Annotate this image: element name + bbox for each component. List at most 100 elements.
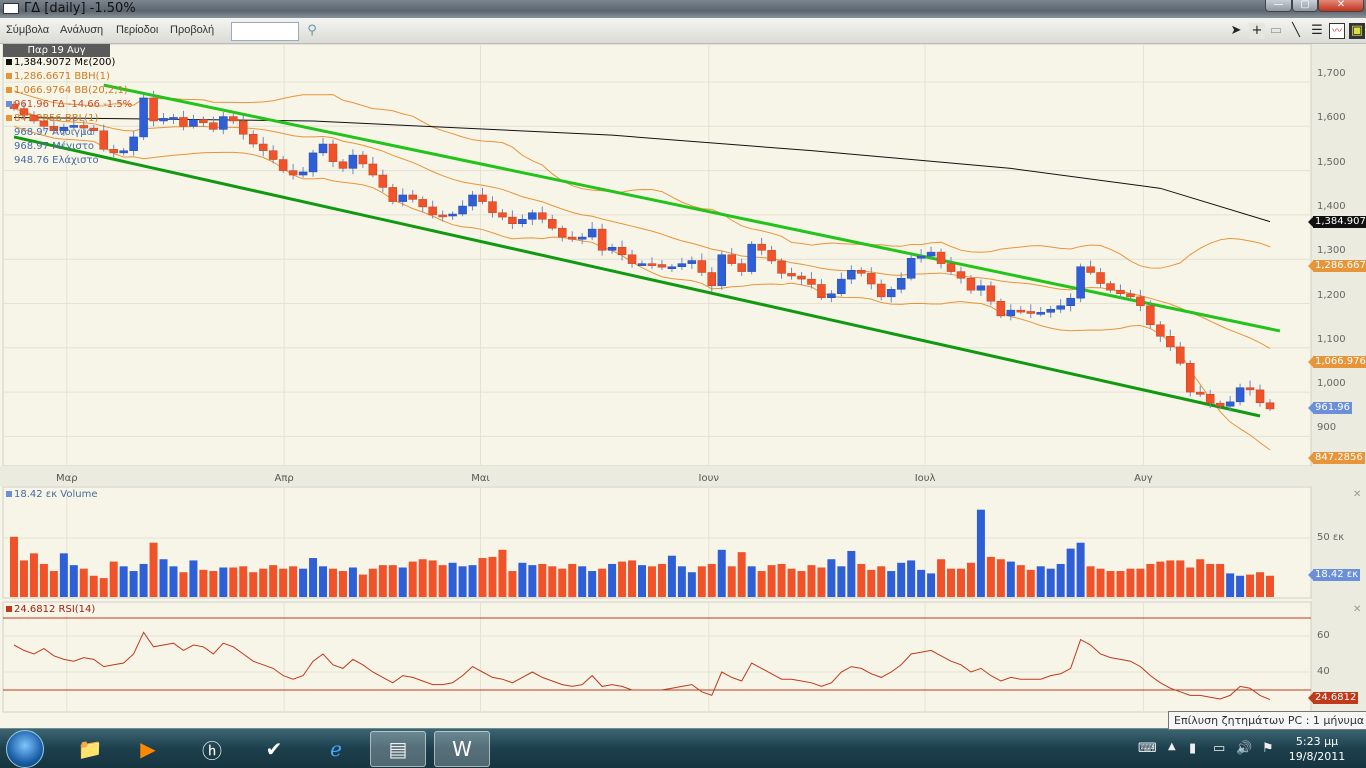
volume-bar (588, 571, 597, 597)
candle (1186, 363, 1195, 393)
close-rsi-panel-icon[interactable]: ✕ (1353, 604, 1362, 615)
candle (1205, 394, 1215, 404)
network-icon[interactable]: ▭ (1213, 741, 1226, 756)
volume-bar (458, 566, 467, 597)
volume-bar (39, 563, 48, 597)
candle (288, 170, 298, 176)
legend-ma200: 1,384.9072 Με(200) (6, 57, 115, 69)
flag-icon[interactable]: ⚑ (1262, 741, 1274, 756)
menu-analysis[interactable]: Ανάλυση (60, 24, 104, 36)
volume-bar (628, 560, 637, 597)
hp-icon[interactable]: ⓗ (202, 738, 222, 763)
volume-bar (638, 565, 646, 597)
symbol-search-input[interactable] (231, 22, 299, 41)
chart-icon[interactable]: 〰 (1329, 23, 1345, 39)
volume-bar (49, 571, 58, 597)
volume-bar (1256, 572, 1265, 597)
volume-bar (1026, 569, 1035, 597)
candle (1026, 311, 1036, 314)
close-volume-panel-icon[interactable]: ✕ (1353, 489, 1362, 500)
rectangle-icon[interactable]: ▭ (1269, 23, 1283, 38)
candle (777, 260, 786, 274)
volume-bar (159, 559, 168, 597)
clock[interactable]: 5:23 μμ 19/8/2011 (1288, 734, 1346, 764)
price-tick-label: 900 (1317, 422, 1337, 434)
bb-last-tag: 1,066.976 (1308, 356, 1366, 368)
volume-bar (1156, 561, 1165, 597)
candle (996, 301, 1006, 317)
menu-periods[interactable]: Περίοδοι (116, 24, 159, 36)
action-center-icon[interactable]: ▮ (1189, 741, 1197, 756)
magnifier-icon[interactable]: ⚲ (307, 23, 317, 38)
word-icon[interactable]: W (434, 731, 490, 767)
keyboard-icon[interactable]: ⌨ (1138, 741, 1157, 756)
volume-bar (787, 568, 796, 597)
show-hidden-icons[interactable]: ▲ (1168, 741, 1176, 752)
candle (677, 263, 687, 267)
dotted-lines-icon[interactable]: ☰ (1311, 23, 1323, 38)
rsi-last-tag: 24.6812 (1307, 692, 1359, 704)
maximize-button[interactable]: ▢ (1292, 0, 1318, 12)
volume-bar (378, 565, 387, 597)
volume-bar (1266, 575, 1274, 597)
volume-bar (1006, 561, 1015, 597)
volume-bar (1046, 568, 1055, 597)
title-bar: ΓΔ [daily] -1.50% — ▢ ✕ (0, 0, 1366, 18)
candle (129, 136, 138, 151)
stock-app-icon[interactable]: ✔ (265, 737, 283, 761)
volume-bar (1086, 566, 1095, 597)
pointer-icon[interactable]: ➤ (1230, 23, 1242, 38)
start-button[interactable] (6, 730, 44, 768)
clock-time: 5:23 μμ (1295, 735, 1339, 748)
candle (757, 243, 766, 251)
volume-bar (1066, 548, 1075, 597)
candle (737, 263, 746, 272)
volume-bar (927, 573, 936, 597)
chart-area[interactable] (0, 44, 1366, 728)
candle (966, 277, 976, 291)
volume-bar (328, 568, 337, 597)
volume-bar (229, 567, 238, 597)
volume-bar (578, 566, 587, 597)
candle (229, 116, 238, 122)
candle (936, 251, 946, 264)
legend-high: 968.97 Μέγιστο (14, 141, 94, 152)
volume-bar (538, 563, 547, 597)
candle (946, 263, 956, 272)
candle (258, 143, 268, 151)
candle (1215, 402, 1225, 407)
date-tick-label: Μαρ (56, 473, 78, 484)
volume-bar (1116, 571, 1125, 597)
candle (478, 194, 487, 202)
volume-bar (338, 571, 347, 597)
volume-bar (448, 562, 457, 597)
candle (817, 284, 826, 298)
menu-view[interactable]: Προβολή (170, 24, 215, 36)
legend-rsi: 24.6812 RSI(14) (6, 604, 95, 616)
minimize-button[interactable]: — (1265, 0, 1292, 12)
volume-bar (289, 566, 298, 597)
menu-symbols[interactable]: Σύμβολα (6, 24, 50, 36)
candle (528, 212, 537, 220)
candle (667, 266, 677, 269)
crosshair-icon[interactable]: + (1249, 23, 1265, 39)
volume-bar (319, 566, 328, 597)
media-player-icon[interactable]: ▶ (140, 737, 156, 761)
volume-bar (408, 561, 417, 597)
volume-bar (199, 569, 208, 597)
close-button[interactable]: ✕ (1318, 0, 1364, 12)
volume-icon[interactable]: 🔊 (1236, 741, 1253, 756)
legend-bbh: 1,286.6671 BBH(1) (6, 71, 110, 83)
candle (408, 194, 417, 200)
candle (248, 134, 258, 145)
candle (548, 219, 557, 229)
candle (657, 264, 667, 268)
line-icon[interactable]: ╲ (1292, 23, 1300, 38)
volume-bar (996, 559, 1005, 597)
candle (518, 219, 527, 225)
chart-window-icon[interactable]: ▤ (370, 731, 426, 767)
explorer-icon[interactable]: 📁 (77, 737, 103, 761)
volume-bar (608, 563, 617, 597)
internet-explorer-icon[interactable]: ℯ (330, 737, 342, 761)
save-icon[interactable]: ▣ (1349, 23, 1365, 39)
